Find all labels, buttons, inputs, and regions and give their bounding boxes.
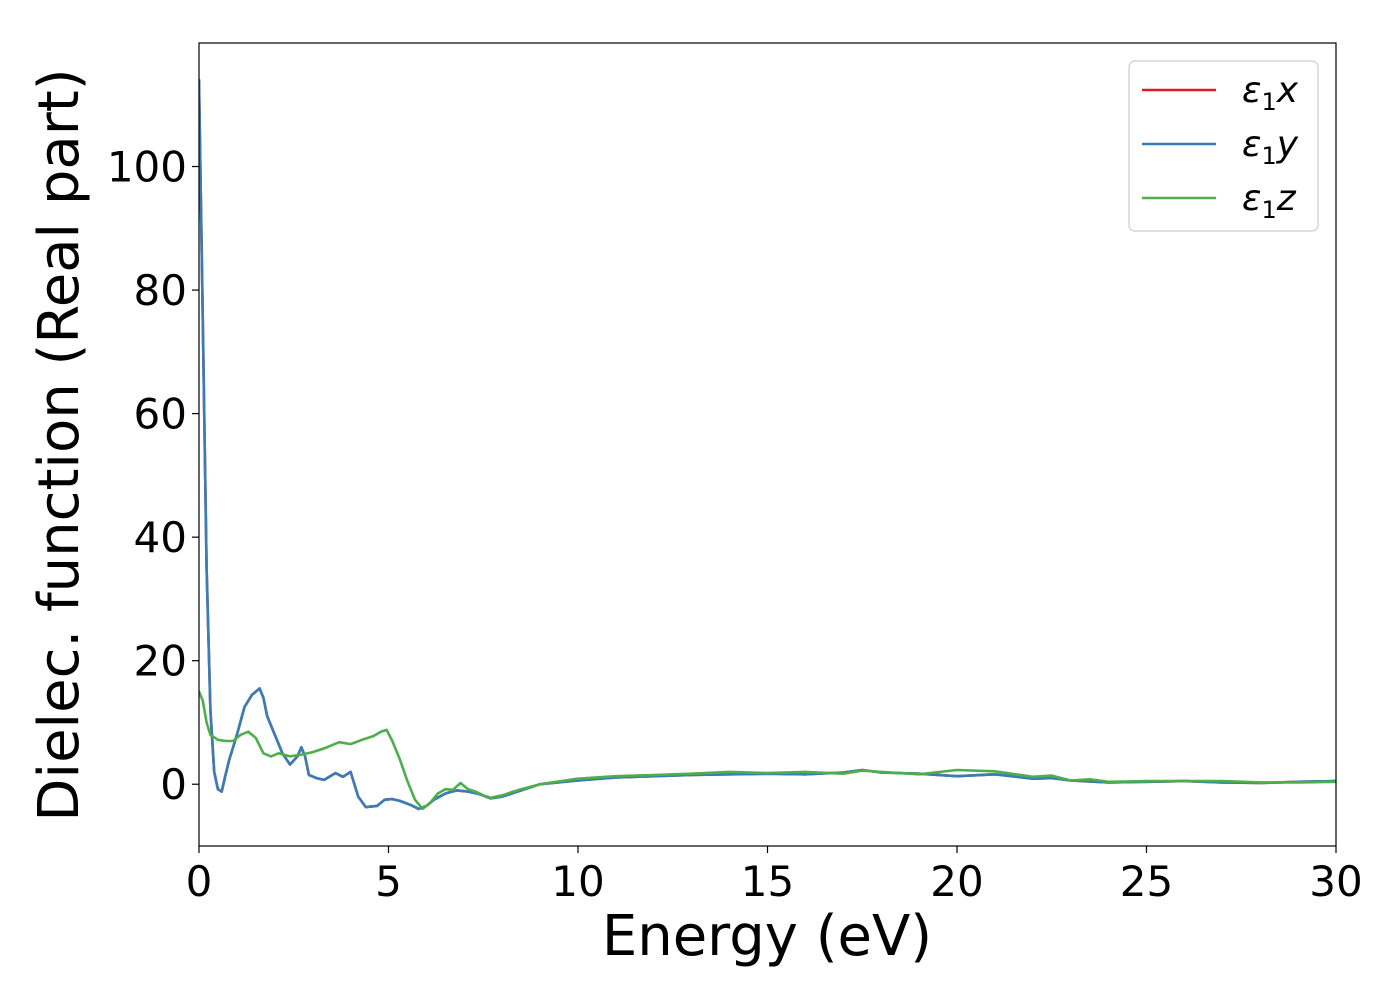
legend-subscript: 1 [1261, 142, 1276, 170]
legend-variable: y [1276, 124, 1299, 165]
legend-label-y: ε1y [1242, 124, 1299, 170]
x-tick-label: 5 [375, 857, 402, 906]
legend-symbol: ε [1242, 178, 1261, 219]
y-tick-label: 80 [134, 266, 187, 315]
series-line-z [199, 690, 1336, 811]
legend-symbol: ε [1242, 70, 1261, 111]
series-line-y [199, 78, 1336, 811]
legend-variable: z [1276, 178, 1297, 219]
y-tick-label: 20 [134, 637, 187, 686]
x-axis: 0 5 10 15 20 25 30 [186, 846, 1363, 906]
x-tick-label: 0 [186, 857, 213, 906]
legend-label-x: ε1x [1242, 70, 1299, 116]
x-tick-label: 10 [551, 857, 604, 906]
y-tick-label: 0 [160, 760, 187, 809]
legend-subscript: 1 [1261, 196, 1276, 224]
x-axis-title: Energy (eV) [602, 904, 932, 969]
y-tick-label: 60 [134, 390, 187, 439]
legend-symbol: ε [1242, 124, 1261, 165]
series-group [199, 78, 1336, 811]
legend-subscript: 1 [1261, 88, 1276, 116]
y-axis: 0 20 40 60 80 100 [107, 143, 199, 809]
x-tick-label: 20 [930, 857, 983, 906]
legend-label-z: ε1z [1242, 178, 1297, 224]
y-tick-label: 100 [107, 143, 187, 192]
y-tick-label: 40 [134, 513, 187, 562]
y-axis-title: Dielec. function (Real part) [27, 68, 92, 821]
legend-variable: x [1276, 70, 1299, 111]
x-tick-label: 25 [1120, 857, 1173, 906]
legend-box [1128, 60, 1319, 232]
x-tick-label: 30 [1309, 857, 1362, 906]
x-tick-label: 15 [741, 857, 794, 906]
